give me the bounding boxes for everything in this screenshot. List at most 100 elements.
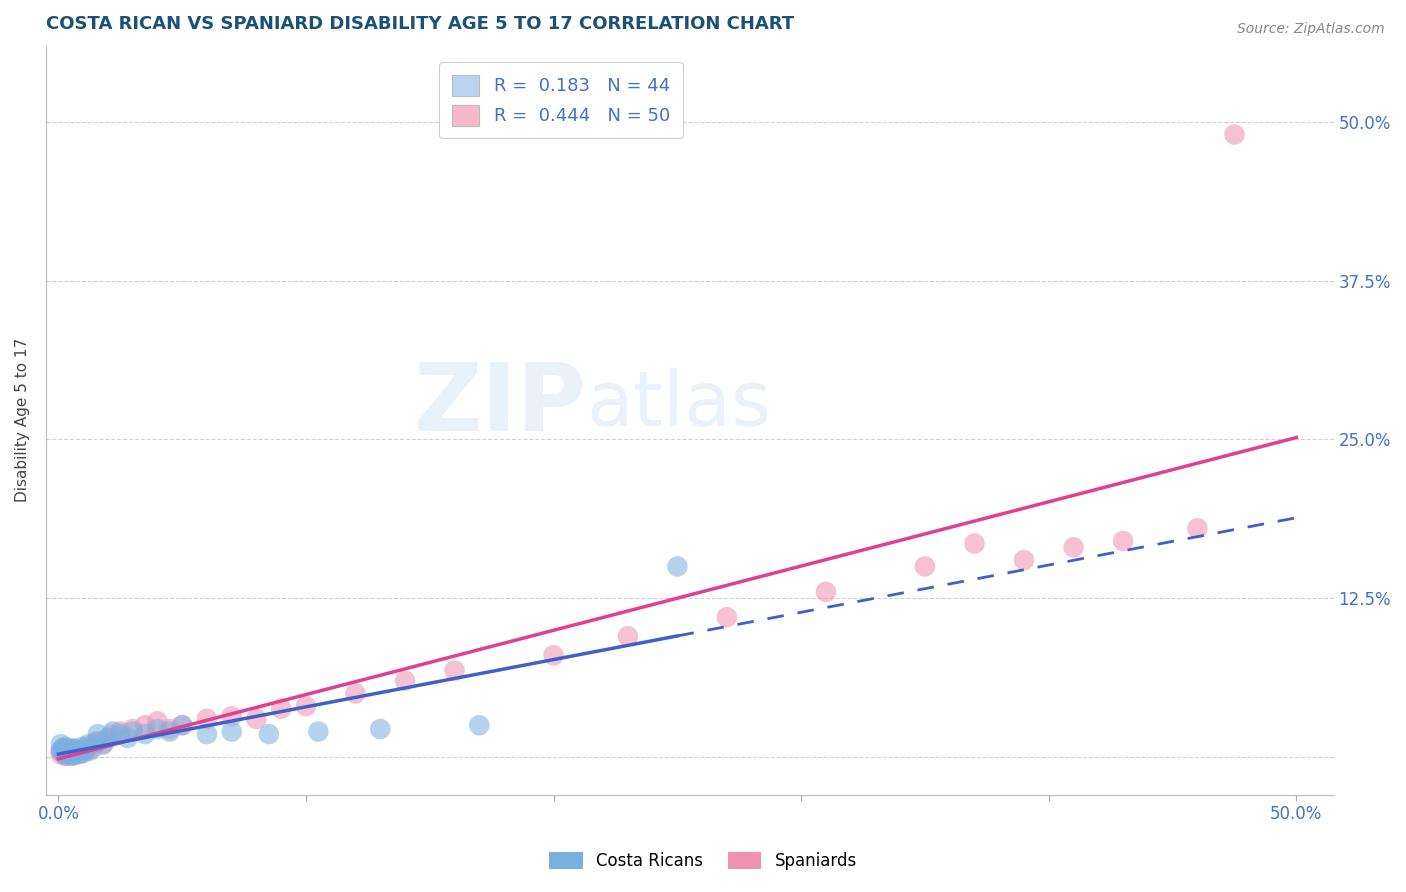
Point [172, 718, 194, 732]
Point [295, 699, 318, 714]
Point [195, 727, 218, 741]
Point [65, 746, 87, 760]
Point [72, 746, 94, 760]
Point [101, 727, 124, 741]
Point [270, 701, 292, 715]
Point [62, 748, 84, 763]
Point [666, 559, 689, 574]
Point [55, 748, 77, 763]
Point [97, 731, 120, 745]
Point [69, 746, 91, 760]
Point [101, 724, 124, 739]
Point [67, 747, 90, 762]
Point [87, 735, 110, 749]
Point [58, 743, 80, 757]
Point [146, 714, 169, 729]
Point [221, 709, 243, 723]
Point [307, 724, 329, 739]
Point [77, 737, 100, 751]
Point [79, 742, 101, 756]
Point [134, 718, 156, 732]
Text: Source: ZipAtlas.com: Source: ZipAtlas.com [1237, 22, 1385, 37]
Point [245, 712, 267, 726]
Point [716, 610, 738, 624]
Point [172, 718, 194, 732]
Point [67, 745, 90, 759]
Point [69, 745, 91, 759]
Point [55, 748, 77, 763]
Point [257, 727, 280, 741]
Point [91, 737, 114, 751]
Legend: R =  0.183   N = 44, R =  0.444   N = 50: R = 0.183 N = 44, R = 0.444 N = 50 [440, 62, 682, 138]
Text: atlas: atlas [586, 368, 772, 442]
Text: ZIP: ZIP [413, 359, 586, 451]
Point [62, 745, 84, 759]
Point [814, 584, 837, 599]
Point [963, 536, 986, 550]
Point [75, 743, 97, 757]
Point [543, 648, 565, 663]
Point [79, 743, 101, 757]
Point [52, 741, 75, 756]
Point [1012, 553, 1035, 567]
Point [468, 718, 491, 732]
Point [62, 741, 84, 756]
Point [49, 743, 72, 757]
Point [52, 741, 75, 756]
Point [72, 739, 94, 754]
Point [59, 745, 82, 759]
Point [58, 747, 80, 762]
Point [59, 748, 82, 763]
Point [1063, 541, 1085, 555]
Point [110, 727, 132, 741]
Point [49, 743, 72, 757]
Point [87, 727, 110, 741]
Point [1223, 128, 1246, 142]
Point [617, 629, 640, 643]
Point [59, 747, 82, 762]
Y-axis label: Disability Age 5 to 17: Disability Age 5 to 17 [15, 338, 30, 502]
Point [110, 724, 132, 739]
Point [121, 724, 143, 739]
Point [195, 712, 218, 726]
Point [159, 722, 181, 736]
Point [1112, 534, 1135, 549]
Point [117, 731, 139, 745]
Point [146, 722, 169, 736]
Point [134, 727, 156, 741]
Point [49, 747, 72, 762]
Point [59, 743, 82, 757]
Point [58, 747, 80, 762]
Point [344, 686, 367, 700]
Legend: Costa Ricans, Spaniards: Costa Ricans, Spaniards [543, 845, 863, 877]
Point [62, 746, 84, 760]
Point [121, 722, 143, 736]
Point [52, 746, 75, 760]
Point [65, 747, 87, 762]
Point [77, 739, 100, 754]
Point [914, 559, 936, 574]
Point [159, 724, 181, 739]
Point [49, 737, 72, 751]
Point [65, 742, 87, 756]
Point [221, 724, 243, 739]
Text: COSTA RICAN VS SPANIARD DISABILITY AGE 5 TO 17 CORRELATION CHART: COSTA RICAN VS SPANIARD DISABILITY AGE 5… [46, 15, 794, 33]
Point [58, 742, 80, 756]
Point [52, 746, 75, 760]
Point [84, 737, 107, 751]
Point [55, 742, 77, 756]
Point [394, 673, 416, 688]
Point [72, 742, 94, 756]
Point [368, 722, 391, 736]
Point [1187, 521, 1209, 535]
Point [55, 745, 77, 759]
Point [84, 735, 107, 749]
Point [55, 739, 77, 754]
Point [97, 731, 120, 745]
Point [75, 742, 97, 756]
Point [58, 746, 80, 760]
Point [443, 664, 465, 678]
Point [91, 737, 114, 751]
Point [67, 743, 90, 757]
Point [62, 742, 84, 756]
